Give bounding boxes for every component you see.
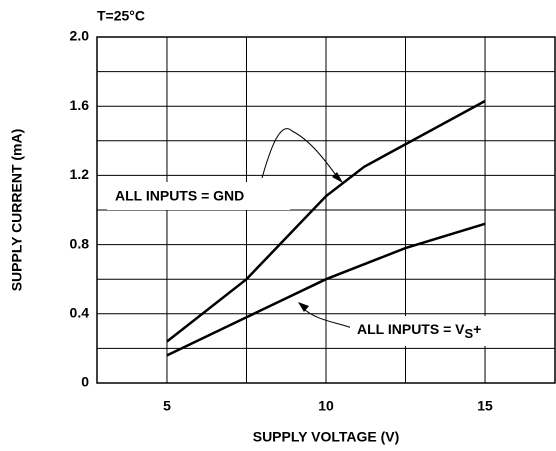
y-tick-label: 2.0: [70, 28, 90, 44]
x-tick-label: 10: [318, 398, 334, 414]
annotation: ALL INPUTS = GND: [115, 188, 244, 204]
y-tick-label: 1.2: [70, 166, 90, 182]
label-background: [350, 316, 525, 346]
annotation-suffix: +: [473, 321, 481, 337]
annotation: ALL INPUTS = VS+: [357, 321, 481, 342]
y-tick-label: 1.6: [70, 97, 90, 113]
x-axis-title: SUPPLY VOLTAGE (V): [253, 429, 400, 445]
annotation-arrow: [261, 128, 339, 179]
arrowhead: [332, 172, 343, 183]
annotation-subscript: S: [464, 326, 473, 341]
x-tick-label: 15: [477, 398, 493, 414]
y-tick-label: 0: [81, 374, 89, 390]
chart-title: T=25°C: [97, 8, 145, 24]
annotation-arrow: [302, 307, 353, 329]
label-background: [107, 182, 290, 210]
arrowhead: [298, 302, 309, 312]
x-tick-label: 5: [163, 398, 171, 414]
annotation-text: ALL INPUTS = V: [357, 321, 465, 337]
y-tick-label: 0.4: [70, 305, 90, 321]
y-tick-label: 0.8: [70, 235, 90, 251]
series-line: [166, 222, 486, 357]
series-line: [166, 99, 486, 343]
y-axis-title: SUPPLY CURRENT (mA): [9, 129, 25, 292]
